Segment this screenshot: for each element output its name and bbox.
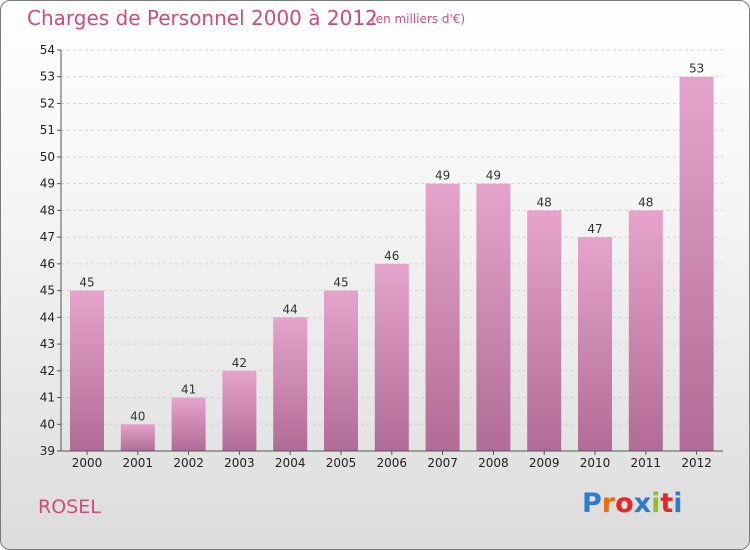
bar-2010 xyxy=(578,237,612,451)
y-tick-label: 46 xyxy=(40,257,55,271)
y-tick-label: 54 xyxy=(40,43,55,57)
y-tick-label: 49 xyxy=(40,177,55,191)
y-tick-label: 51 xyxy=(40,123,55,137)
y-tick-label: 40 xyxy=(40,417,55,431)
data-label: 46 xyxy=(384,249,399,263)
commune-name: ROSEL xyxy=(38,496,101,518)
y-tick-label: 52 xyxy=(40,96,55,110)
x-tick-label: 2011 xyxy=(631,456,662,470)
y-tick-label: 48 xyxy=(40,203,55,217)
x-tick-label: 2008 xyxy=(478,456,509,470)
data-label: 49 xyxy=(486,169,501,183)
y-tick-label: 53 xyxy=(40,70,55,84)
chart-subtitle: (en milliers d'€) xyxy=(371,12,466,26)
x-tick-label: 2007 xyxy=(427,456,458,470)
bar-2000 xyxy=(70,290,104,451)
data-label: 49 xyxy=(435,169,450,183)
data-label: 48 xyxy=(537,195,552,209)
data-label: 45 xyxy=(79,276,94,290)
data-label: 53 xyxy=(689,62,704,76)
y-tick-label: 47 xyxy=(40,230,55,244)
y-tick-label: 43 xyxy=(40,337,55,351)
x-tick-label: 2012 xyxy=(681,456,712,470)
y-tick-label: 44 xyxy=(40,310,55,324)
x-tick-label: 2005 xyxy=(326,456,357,470)
x-tick-label: 2003 xyxy=(224,456,255,470)
data-label: 41 xyxy=(181,383,196,397)
y-tick-label: 50 xyxy=(40,150,55,164)
bar-2012 xyxy=(679,76,714,451)
y-tick-label: 42 xyxy=(40,364,55,378)
bar-2007 xyxy=(425,183,460,451)
bar-2001 xyxy=(120,424,155,451)
data-label: 44 xyxy=(283,302,298,316)
y-tick-label: 45 xyxy=(40,284,55,298)
x-tick-label: 2001 xyxy=(123,456,154,470)
bar-2002 xyxy=(171,397,206,451)
data-label: 40 xyxy=(130,409,145,423)
proxiti-logo: Proxiti xyxy=(582,488,683,519)
data-label: 48 xyxy=(638,195,653,209)
data-label: 45 xyxy=(333,276,348,290)
y-tick-label: 41 xyxy=(40,391,55,405)
bar-2005 xyxy=(324,290,358,451)
bar-2009 xyxy=(527,210,562,451)
x-tick-label: 2002 xyxy=(173,456,204,470)
bar-2004 xyxy=(273,317,308,451)
x-tick-label: 2009 xyxy=(529,456,560,470)
bar-2008 xyxy=(476,183,511,451)
y-tick-label: 39 xyxy=(40,444,55,458)
bar-2006 xyxy=(374,263,409,451)
bar-2003 xyxy=(222,370,257,451)
x-tick-label: 2010 xyxy=(580,456,611,470)
data-label: 42 xyxy=(232,356,247,370)
chart-title: Charges de Personnel 2000 à 2012 xyxy=(27,6,378,30)
x-tick-label: 2006 xyxy=(377,456,408,470)
x-tick-label: 2004 xyxy=(275,456,306,470)
data-label: 47 xyxy=(587,222,602,236)
bar-2011 xyxy=(628,210,663,451)
x-tick-label: 2000 xyxy=(72,456,103,470)
